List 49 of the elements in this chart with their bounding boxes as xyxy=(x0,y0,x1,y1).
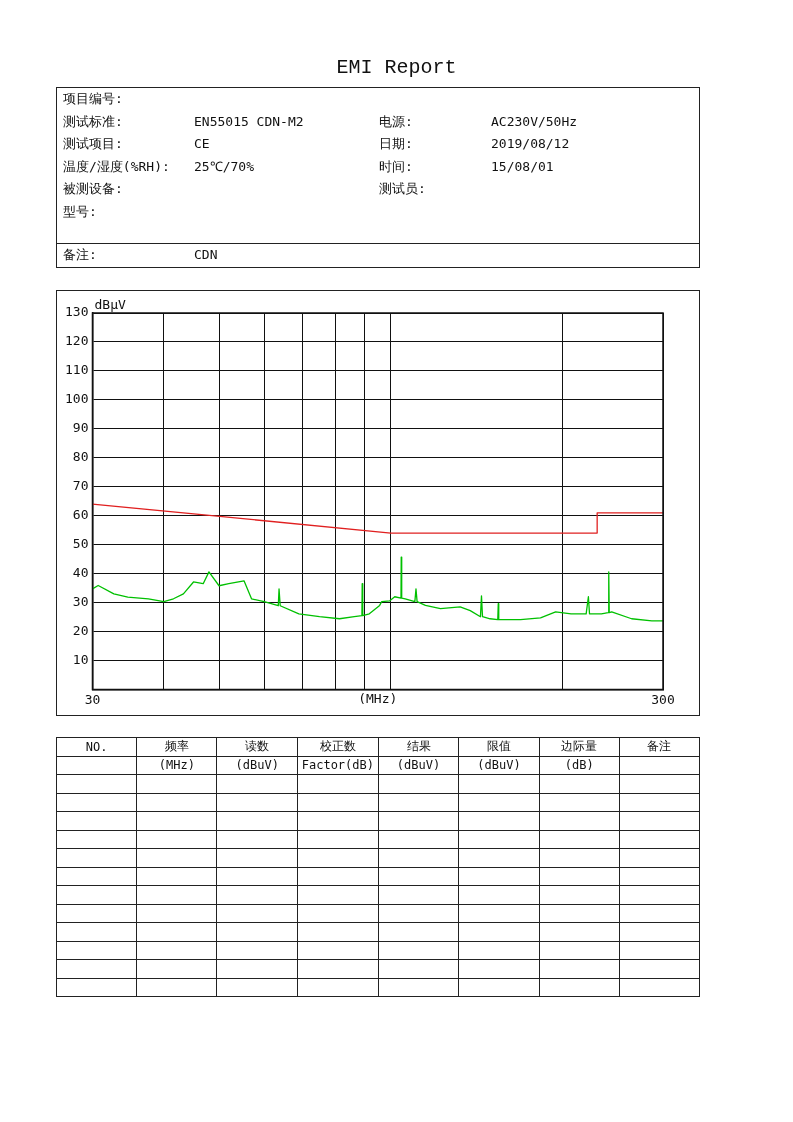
y-tick-label: 120 xyxy=(65,333,89,349)
text: (dBuV) xyxy=(216,756,298,775)
text: (dBuV) xyxy=(378,756,459,775)
text: 时间: xyxy=(379,157,414,176)
x-axis-title: (MHz) xyxy=(358,691,398,707)
text: NO. xyxy=(56,737,137,756)
text: CE xyxy=(194,135,211,153)
text: 电源: xyxy=(379,112,414,131)
text: (MHz) xyxy=(136,756,217,775)
y-tick-label: 110 xyxy=(65,362,89,378)
y-tick-label: 30 xyxy=(72,593,89,609)
text: 日期: xyxy=(379,135,414,153)
text: 限值 xyxy=(458,737,540,756)
x-tick-label: 300 xyxy=(651,691,675,707)
text: 结果 xyxy=(378,737,459,756)
text: 备注 xyxy=(619,737,700,756)
y-axis-title: dBμV xyxy=(94,296,126,312)
text: EMI Report xyxy=(335,56,458,79)
text: 2019/08/12 xyxy=(491,135,571,153)
text: 测试员: xyxy=(379,180,427,198)
text: 边际量 xyxy=(539,737,620,756)
text: EN55015 CDN-M2 xyxy=(194,112,305,131)
text: 被测设备: xyxy=(63,180,124,198)
text: 读数 xyxy=(216,737,298,756)
y-tick-label: 40 xyxy=(72,564,89,580)
y-tick-label: 70 xyxy=(72,478,89,494)
text: 25℃/70% xyxy=(194,157,255,176)
text: 频率 xyxy=(136,737,217,756)
y-tick-label: 130 xyxy=(65,304,89,320)
text: (dBuV) xyxy=(458,756,540,775)
text: 项目编号: xyxy=(63,90,124,108)
text: CDN xyxy=(194,246,219,264)
y-tick-label: 80 xyxy=(72,449,89,465)
text: 校正数 xyxy=(297,737,379,756)
y-tick-label: 90 xyxy=(72,420,89,436)
text: 测试项目: xyxy=(63,135,124,153)
y-tick-label: 50 xyxy=(72,536,89,552)
text: 型号: xyxy=(63,202,98,221)
text: 测试标准: xyxy=(63,112,124,131)
text: Factor(dB) xyxy=(297,756,379,775)
text: AC230V/50Hz xyxy=(491,112,579,131)
y-tick-label: 20 xyxy=(72,622,89,638)
text: (dB) xyxy=(539,756,620,775)
text: 15/08/01 xyxy=(491,157,555,176)
text: 温度/湿度(%RH): xyxy=(63,157,171,176)
y-tick-label: 100 xyxy=(65,391,89,407)
text: 备注: xyxy=(63,246,98,264)
y-tick-label: 10 xyxy=(72,651,89,667)
y-tick-label: 60 xyxy=(72,507,89,523)
